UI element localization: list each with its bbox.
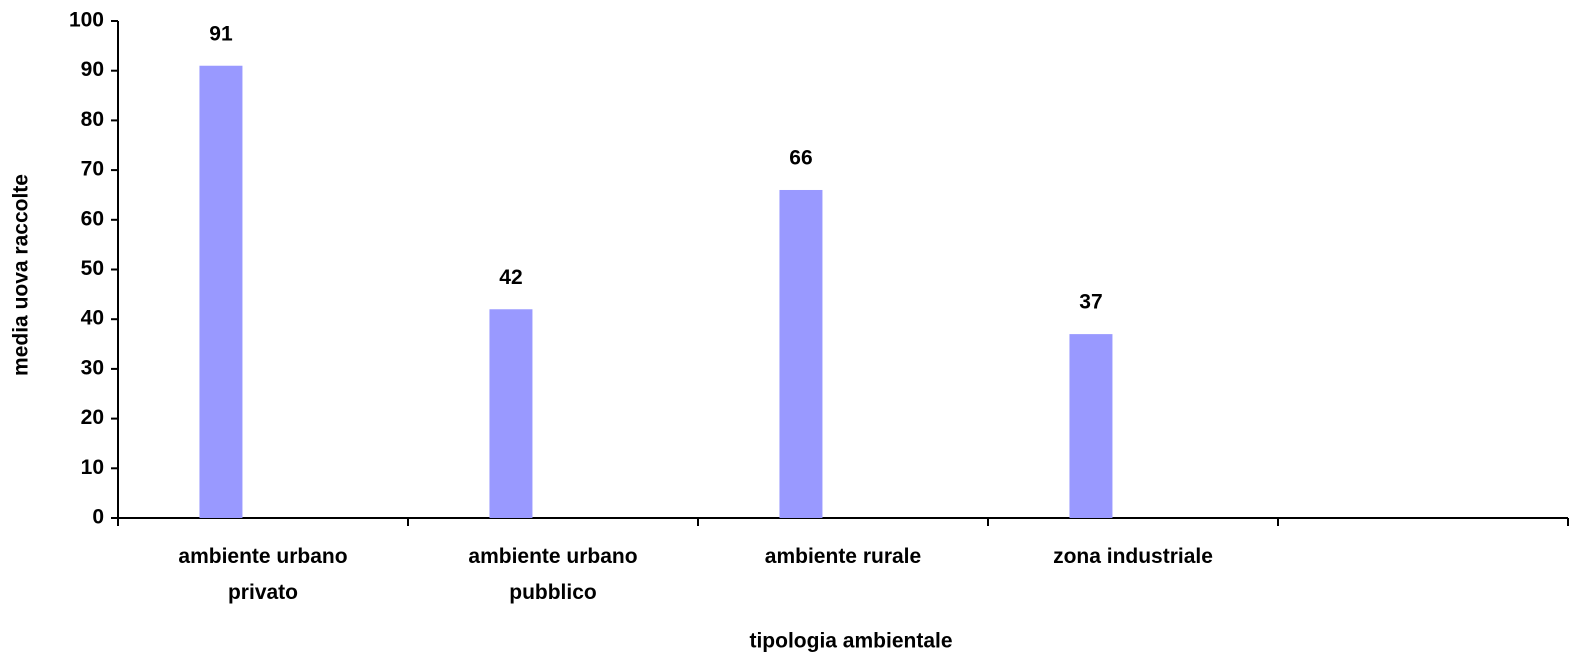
bar	[199, 65, 243, 518]
y-tick-label: 30	[81, 356, 104, 379]
data-label: 42	[499, 266, 522, 289]
data-label: 37	[1079, 291, 1102, 314]
y-tick-label: 50	[81, 257, 104, 280]
data-label: 91	[209, 22, 233, 45]
y-tick-label: 80	[81, 108, 104, 131]
y-tick-label: 20	[81, 406, 104, 429]
y-tick-label: 60	[81, 207, 104, 230]
data-label: 66	[789, 147, 812, 170]
y-tick-label: 100	[69, 9, 104, 32]
bar	[489, 309, 533, 518]
y-tick-label: 90	[81, 58, 104, 81]
x-tick-label: ambiente urbano privato	[178, 545, 347, 604]
y-axis-title: media uova raccolte	[10, 174, 33, 376]
bar	[779, 189, 823, 519]
y-tick-label: 10	[81, 456, 104, 479]
x-tick-label: zona industriale	[1053, 545, 1213, 568]
bar	[1069, 334, 1113, 518]
y-tick-label: 70	[81, 158, 104, 181]
x-tick-label: ambiente rurale	[765, 545, 921, 568]
x-axis-title: tipologia ambientale	[749, 630, 952, 653]
y-tick-label: 40	[81, 307, 104, 330]
x-tick-label: ambiente urbano pubblico	[468, 545, 637, 604]
y-tick-label: 0	[92, 506, 104, 529]
